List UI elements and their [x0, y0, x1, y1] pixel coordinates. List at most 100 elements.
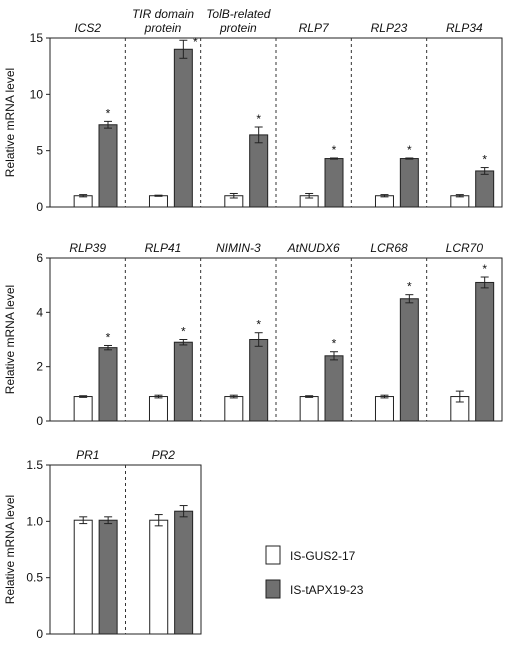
significance-mark: * — [407, 280, 412, 294]
error-bar — [154, 394, 163, 399]
significance-mark: * — [256, 318, 261, 332]
bar — [324, 158, 344, 208]
category-label: TolB-related protein — [206, 7, 271, 35]
bar — [148, 396, 168, 422]
error-bar — [380, 194, 389, 198]
bar — [98, 519, 118, 635]
bar — [73, 519, 93, 635]
bar — [249, 339, 269, 422]
category-label: NIMIN-3 — [215, 241, 261, 255]
y-axis-label: Relative mRNA level — [3, 495, 17, 604]
error-bar — [330, 351, 339, 361]
error-bar — [79, 395, 88, 398]
significance-mark: * — [332, 337, 337, 351]
error-bar — [480, 276, 489, 289]
error-bar — [154, 194, 163, 197]
bar — [374, 195, 394, 208]
error-bar — [254, 332, 263, 347]
error-bar — [254, 126, 263, 144]
bar — [98, 124, 118, 208]
error-bar — [405, 294, 414, 304]
legend-label: IS-tAPX19-23 — [290, 583, 364, 597]
error-bar — [229, 394, 238, 399]
bar — [149, 519, 169, 635]
significance-mark: * — [181, 325, 186, 339]
y-tick-label: 0.5 — [26, 571, 43, 585]
error-bar — [229, 192, 238, 199]
error-bar — [179, 339, 188, 346]
category-label: LCR68 — [370, 241, 408, 255]
bar — [174, 510, 194, 635]
error-bar — [104, 120, 113, 129]
y-tick-label: 0 — [36, 627, 43, 641]
error-bar — [455, 194, 464, 198]
y-tick-label: 5 — [36, 144, 43, 158]
significance-mark: * — [106, 106, 111, 120]
error-bar — [405, 157, 414, 160]
bar — [475, 170, 495, 208]
category-label: LCR70 — [445, 241, 483, 255]
bar — [148, 195, 168, 208]
bar — [399, 158, 419, 208]
category-label: RLP7 — [298, 21, 329, 35]
bar — [374, 396, 394, 422]
y-tick-label: 15 — [30, 31, 44, 45]
error-bar — [79, 194, 88, 198]
error-bar — [179, 505, 188, 518]
bar — [324, 355, 344, 422]
y-tick-label: 6 — [36, 251, 43, 265]
y-axis-label: Relative mRNA level — [3, 68, 17, 177]
category-label: RLP39 — [69, 241, 107, 255]
error-bar — [305, 395, 314, 398]
y-tick-label: 1.5 — [26, 458, 43, 472]
significance-mark: * — [106, 330, 111, 344]
significance-mark: * — [193, 35, 198, 49]
significance-mark: * — [482, 262, 487, 276]
category-label: PR1 — [76, 448, 100, 462]
bar — [399, 298, 419, 422]
error-bar — [480, 167, 489, 175]
error-bar — [380, 394, 389, 399]
significance-mark: * — [256, 112, 261, 126]
y-tick-label: 10 — [30, 87, 44, 101]
significance-mark: * — [407, 143, 412, 157]
bar — [173, 341, 193, 422]
legend-swatch — [265, 579, 281, 599]
significance-mark: * — [482, 153, 487, 167]
error-bar — [455, 390, 464, 403]
y-tick-label: 4 — [36, 305, 43, 319]
y-axis-label: Relative mRNA level — [3, 285, 17, 394]
legend-swatch — [265, 545, 281, 565]
error-bar — [179, 39, 188, 59]
error-bar — [330, 157, 339, 160]
y-tick-label: 0 — [36, 414, 43, 428]
error-bar — [104, 516, 113, 525]
error-bar — [154, 514, 163, 527]
category-label: TIR domain protein — [131, 7, 194, 35]
bar — [475, 281, 495, 422]
significance-mark: * — [332, 143, 337, 157]
y-tick-label: 2 — [36, 360, 43, 374]
y-tick-label: 0 — [36, 200, 43, 214]
legend-label: IS-GUS2-17 — [290, 549, 356, 563]
bar — [98, 347, 118, 422]
error-bar — [104, 344, 113, 351]
bar — [249, 134, 269, 208]
y-tick-label: 1.0 — [26, 514, 43, 528]
bar — [299, 396, 319, 422]
category-label: PR2 — [151, 448, 175, 462]
category-label: RLP23 — [370, 21, 408, 35]
error-bar — [79, 516, 88, 525]
category-label: RLP34 — [445, 21, 483, 35]
bar — [450, 195, 470, 208]
bar — [173, 48, 193, 208]
category-label: AtNUDX6 — [287, 241, 340, 255]
bar — [224, 396, 244, 422]
bar — [73, 396, 93, 422]
bar — [73, 195, 93, 208]
category-label: RLP41 — [144, 241, 182, 255]
error-bar — [305, 192, 314, 199]
category-label: ICS2 — [74, 21, 101, 35]
